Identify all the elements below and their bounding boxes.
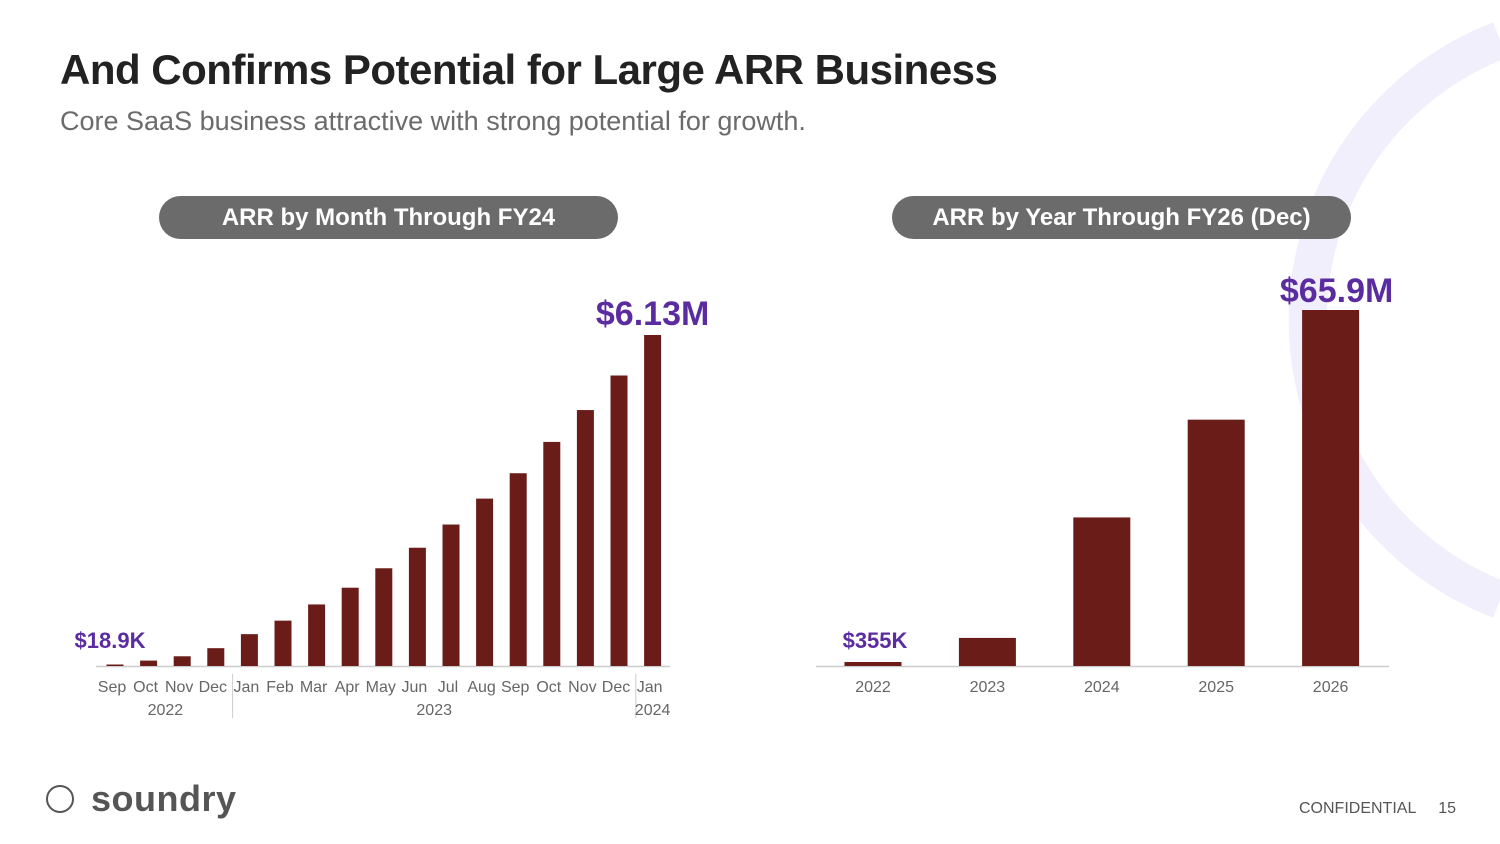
monthly-tick-label: Nov — [568, 679, 596, 696]
monthly-bar — [610, 375, 628, 666]
yearly-bar — [1302, 310, 1360, 666]
monthly-tick-label: May — [366, 679, 396, 696]
yearly-end-value-label: $65.9M — [1280, 272, 1393, 310]
footer: CONFIDENTIAL 15 — [1299, 800, 1456, 818]
monthly-tick-label: Apr — [335, 679, 361, 696]
yearly-tick-label: 2022 — [855, 679, 891, 696]
monthly-bar — [341, 587, 359, 666]
brand-logo: soundry — [46, 778, 237, 820]
monthly-tick-label: Jul — [438, 679, 458, 696]
page-subtitle: Core SaaS business attractive with stron… — [60, 106, 806, 136]
yearly-tick-label: 2026 — [1313, 679, 1349, 696]
monthly-tick-label: Dec — [199, 679, 227, 696]
page-title: And Confirms Potential for Large ARR Bus… — [60, 46, 998, 93]
monthly-bar — [408, 547, 426, 666]
monthly-bar — [140, 660, 158, 666]
confidential-label: CONFIDENTIAL — [1299, 800, 1416, 817]
monthly-year-label: 2023 — [416, 702, 452, 719]
monthly-bar — [509, 473, 527, 666]
yearly-chart-title: ARR by Year Through FY26 (Dec) — [892, 196, 1351, 239]
monthly-bar — [576, 410, 594, 666]
monthly-bar — [375, 568, 393, 666]
monthly-tick-label: Mar — [300, 679, 328, 696]
monthly-tick-label: Jan — [234, 679, 260, 696]
yearly-bar — [1073, 517, 1131, 666]
monthly-bar — [274, 620, 292, 666]
monthly-tick-label: Dec — [602, 679, 630, 696]
monthly-bar — [207, 648, 225, 666]
yearly-bar — [1187, 419, 1245, 666]
yearly-bar — [844, 662, 902, 666]
yearly-tick-label: 2023 — [970, 679, 1006, 696]
monthly-bar — [240, 634, 258, 666]
monthly-bar — [442, 524, 460, 666]
monthly-tick-label: Jun — [402, 679, 428, 696]
monthly-tick-label: Jan — [637, 679, 663, 696]
monthly-year-label: 2024 — [635, 702, 671, 719]
monthly-tick-label: Sep — [501, 679, 530, 696]
monthly-tick-label: Aug — [467, 679, 495, 696]
monthly-bar — [308, 604, 326, 666]
monthly-bar — [644, 335, 662, 666]
yearly-bar — [958, 637, 1016, 666]
monthly-end-value-label: $6.13M — [596, 295, 709, 333]
monthly-tick-label: Nov — [165, 679, 193, 696]
yearly-start-value-label: $355K — [843, 628, 908, 653]
monthly-bar — [476, 498, 494, 666]
monthly-tick-label: Oct — [536, 679, 561, 696]
monthly-start-value-label: $18.9K — [75, 628, 146, 653]
yearly-tick-label: 2025 — [1198, 679, 1234, 696]
monthly-tick-label: Feb — [266, 679, 294, 696]
page-number: 15 — [1438, 800, 1456, 817]
monthly-bar — [543, 441, 561, 666]
logo-text: soundry — [91, 778, 237, 819]
monthly-tick-label: Oct — [133, 679, 158, 696]
logo-ring-icon — [46, 785, 74, 813]
monthly-tick-label: Sep — [98, 679, 127, 696]
monthly-bar — [106, 664, 124, 666]
yearly-tick-label: 2024 — [1084, 679, 1120, 696]
monthly-bar — [173, 656, 191, 666]
monthly-chart-title: ARR by Month Through FY24 — [159, 196, 618, 239]
monthly-year-label: 2022 — [148, 702, 184, 719]
